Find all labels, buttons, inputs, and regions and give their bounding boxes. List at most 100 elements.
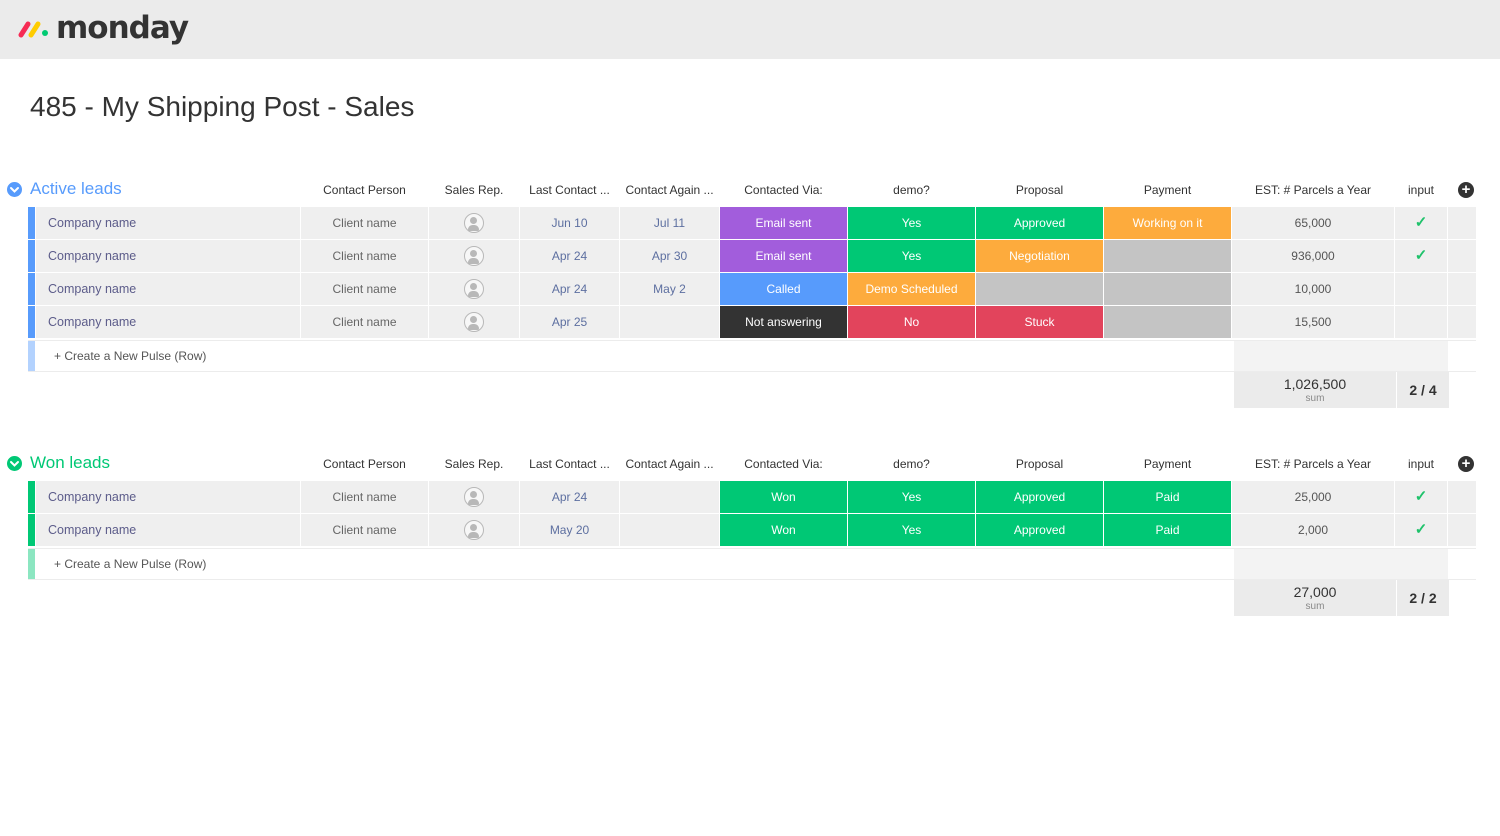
column-header[interactable]: Contact Again ... [625, 183, 714, 197]
parcels-cell[interactable]: 936,000 [1232, 240, 1394, 272]
board-title[interactable]: 485 - My Shipping Post - Sales [30, 91, 415, 122]
column-header[interactable]: Sales Rep. [444, 183, 504, 197]
company-name-cell[interactable]: Company name [36, 306, 300, 338]
demo-status[interactable]: Yes [848, 514, 975, 546]
contact-again-cell[interactable]: Apr 30 [620, 240, 719, 272]
contacted-via-status[interactable]: Won [720, 514, 847, 546]
column-header[interactable]: demo? [893, 183, 930, 197]
proposal-status[interactable]: Approved [976, 481, 1103, 513]
company-name-cell[interactable]: Company name [36, 240, 300, 272]
last-contact-cell[interactable]: Apr 24 [520, 240, 619, 272]
column-header[interactable]: Sales Rep. [444, 457, 504, 471]
group-title[interactable]: Active leads [30, 179, 122, 198]
last-contact-cell[interactable]: Apr 25 [520, 306, 619, 338]
column-header[interactable]: Contacted Via: [744, 183, 823, 197]
column-header[interactable]: Last Contact ... [529, 183, 610, 197]
demo-status[interactable]: Demo Scheduled [848, 273, 975, 305]
create-new-pulse-row[interactable]: + Create a New Pulse (Row) [28, 548, 1476, 580]
column-header[interactable]: Payment [1143, 183, 1192, 197]
contact-person-cell[interactable]: Client name [301, 306, 428, 338]
demo-status[interactable]: No [848, 306, 975, 338]
contact-person-cell[interactable]: Client name [301, 207, 428, 239]
sales-rep-cell[interactable] [429, 207, 519, 239]
payment-status[interactable] [1104, 306, 1231, 338]
parcels-cell[interactable]: 15,500 [1232, 306, 1394, 338]
contact-again-cell[interactable] [620, 306, 719, 338]
contacted-via-status[interactable]: Email sent [720, 207, 847, 239]
contacted-via-status[interactable]: Called [720, 273, 847, 305]
demo-status[interactable]: Yes [848, 240, 975, 272]
input-cell[interactable]: ✓ [1395, 207, 1447, 239]
contacted-via-status[interactable]: Not answering [720, 306, 847, 338]
logo-wordmark: monday [56, 10, 189, 46]
add-column-icon[interactable]: + [1458, 182, 1474, 198]
parcels-cell[interactable]: 2,000 [1232, 514, 1394, 546]
sales-rep-cell[interactable] [429, 240, 519, 272]
group-title[interactable]: Won leads [30, 453, 111, 472]
create-new-pulse-label[interactable]: + Create a New Pulse (Row) [54, 349, 207, 363]
demo-status[interactable]: Yes [848, 481, 975, 513]
last-contact-cell[interactable]: Apr 24 [520, 273, 619, 305]
create-new-pulse-row[interactable]: + Create a New Pulse (Row) [28, 340, 1476, 372]
add-column-icon[interactable]: + [1458, 456, 1474, 472]
payment-status[interactable] [1104, 273, 1231, 305]
column-header[interactable]: Contact Person [323, 183, 406, 197]
company-name-cell[interactable]: Company name [36, 514, 300, 546]
company-name-cell[interactable]: Company name [36, 207, 300, 239]
contacted-via-status[interactable]: Won [720, 481, 847, 513]
input-cell[interactable] [1395, 273, 1447, 305]
last-contact-cell[interactable]: May 20 [520, 514, 619, 546]
column-header[interactable]: EST: # Parcels a Year [1254, 457, 1372, 471]
column-header[interactable]: Contacted Via: [744, 457, 823, 471]
demo-status[interactable]: Yes [848, 207, 975, 239]
payment-status[interactable]: Paid [1104, 514, 1231, 546]
proposal-status[interactable]: Stuck [976, 306, 1103, 338]
contact-person-cell[interactable]: Client name [301, 273, 428, 305]
parcels-cell[interactable]: 25,000 [1232, 481, 1394, 513]
company-name-cell[interactable]: Company name [36, 273, 300, 305]
payment-status[interactable] [1104, 240, 1231, 272]
proposal-status[interactable] [976, 273, 1103, 305]
proposal-status[interactable]: Approved [976, 514, 1103, 546]
proposal-status[interactable]: Approved [976, 207, 1103, 239]
parcels-cell[interactable]: 10,000 [1232, 273, 1394, 305]
parcels-cell[interactable]: 65,000 [1232, 207, 1394, 239]
column-header[interactable]: Contact Person [323, 457, 406, 471]
proposal-status[interactable]: Negotiation [976, 240, 1103, 272]
collapse-chevron-icon[interactable] [7, 456, 22, 471]
sales-rep-cell[interactable] [429, 481, 519, 513]
contact-person-cell[interactable]: Client name [301, 481, 428, 513]
contact-again-cell[interactable]: May 2 [620, 273, 719, 305]
collapse-chevron-icon[interactable] [7, 182, 22, 197]
column-header[interactable]: Proposal [1015, 457, 1064, 471]
column-header[interactable]: Proposal [1015, 183, 1064, 197]
sales-rep-cell[interactable] [429, 306, 519, 338]
input-cell[interactable]: ✓ [1395, 514, 1447, 546]
row-color-bar [28, 207, 35, 239]
contact-again-cell[interactable]: Jul 11 [620, 207, 719, 239]
column-header[interactable]: Contact Again ... [625, 457, 714, 471]
column-header[interactable]: EST: # Parcels a Year [1254, 183, 1372, 197]
input-cell[interactable] [1395, 306, 1447, 338]
column-header[interactable]: Payment [1143, 457, 1192, 471]
last-contact-cell[interactable]: Jun 10 [520, 207, 619, 239]
sales-rep-cell[interactable] [429, 273, 519, 305]
column-header[interactable]: Last Contact ... [529, 457, 610, 471]
contact-person-cell[interactable]: Client name [301, 514, 428, 546]
contact-again-cell[interactable] [620, 481, 719, 513]
column-header[interactable]: input [1407, 457, 1435, 471]
payment-status[interactable]: Working on it [1104, 207, 1231, 239]
contact-person-cell[interactable]: Client name [301, 240, 428, 272]
column-header[interactable]: input [1407, 183, 1435, 197]
company-name-cell[interactable]: Company name [36, 481, 300, 513]
monday-logo[interactable]: monday [18, 10, 189, 46]
last-contact-cell[interactable]: Apr 24 [520, 481, 619, 513]
contacted-via-status[interactable]: Email sent [720, 240, 847, 272]
payment-status[interactable]: Paid [1104, 481, 1231, 513]
input-cell[interactable]: ✓ [1395, 481, 1447, 513]
create-new-pulse-label[interactable]: + Create a New Pulse (Row) [54, 557, 207, 571]
contact-again-cell[interactable] [620, 514, 719, 546]
sales-rep-cell[interactable] [429, 514, 519, 546]
column-header[interactable]: demo? [893, 457, 930, 471]
input-cell[interactable]: ✓ [1395, 240, 1447, 272]
